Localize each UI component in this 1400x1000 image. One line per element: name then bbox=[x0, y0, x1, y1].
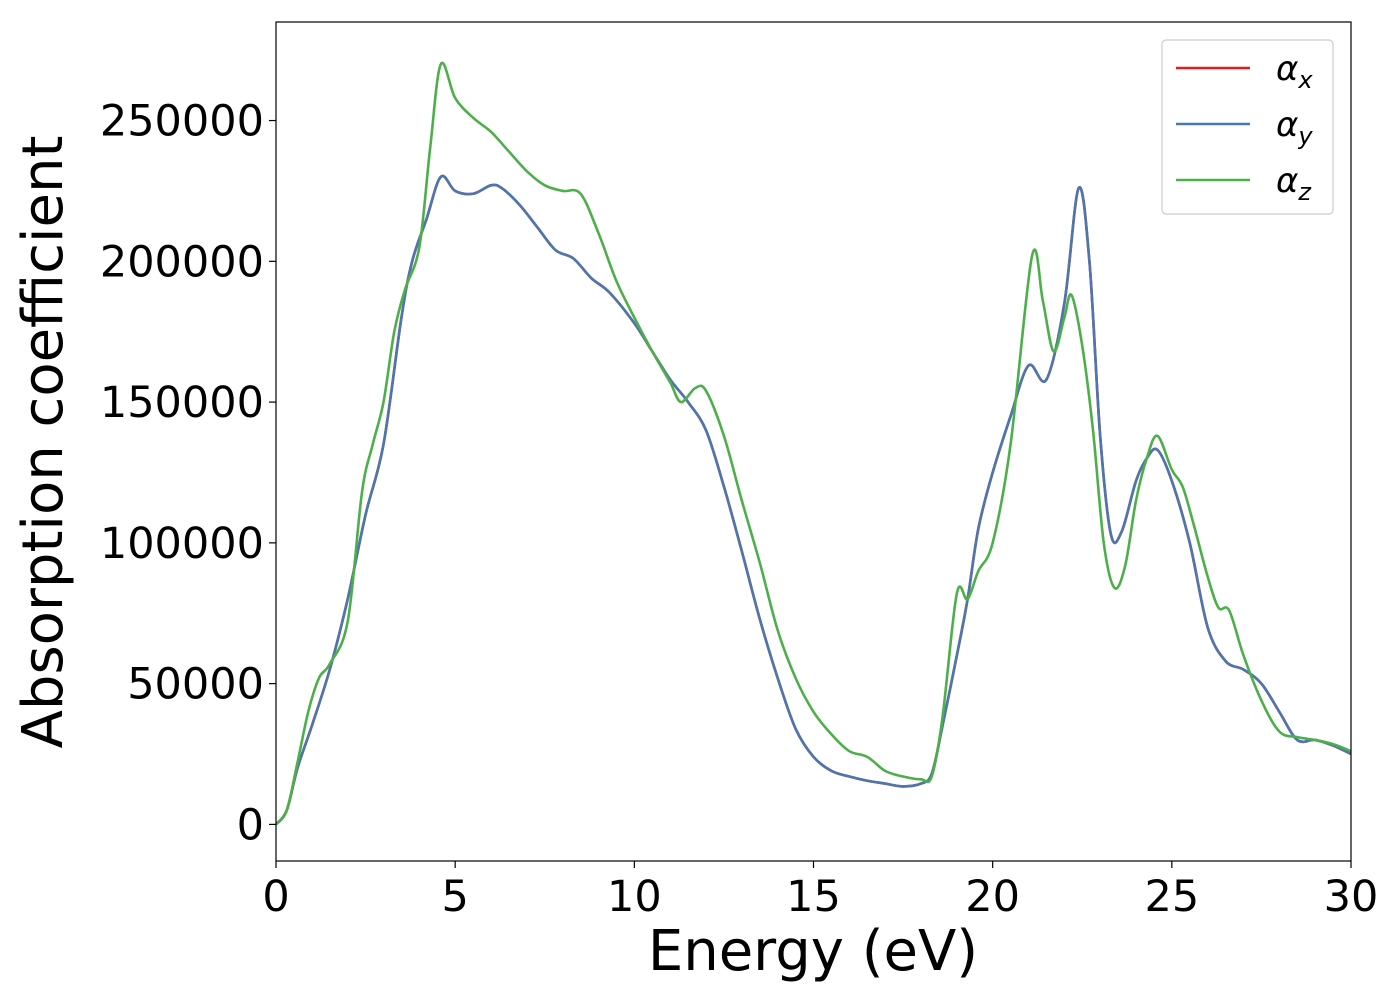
y-tick-label: 100000 bbox=[100, 519, 264, 569]
y-tick-label: 250000 bbox=[100, 97, 264, 147]
x-axis-title: Energy (eV) bbox=[648, 919, 978, 984]
series-layer bbox=[276, 61, 1351, 826]
x-tick-label: 20 bbox=[965, 872, 1020, 922]
series-line-y bbox=[276, 174, 1351, 826]
y-axis-title: Absorption coefficient bbox=[11, 136, 76, 749]
legend-box bbox=[1161, 39, 1334, 215]
series-line-z bbox=[276, 61, 1351, 826]
ticks-layer: 0 5 10 15 20 25 30 0 50000 100000 150000 200000 2500… bbox=[100, 97, 1379, 922]
x-tick-label: 10 bbox=[607, 872, 662, 922]
x-tick-label: 0 bbox=[262, 872, 289, 922]
y-tick-label: 0 bbox=[237, 800, 264, 850]
y-tick-label: 200000 bbox=[100, 237, 264, 287]
x-tick-label: 15 bbox=[786, 872, 841, 922]
x-tick-label: 25 bbox=[1144, 872, 1199, 922]
x-tick-label: 5 bbox=[441, 872, 468, 922]
y-tick-label: 150000 bbox=[100, 378, 264, 428]
y-tick-label: 50000 bbox=[127, 660, 264, 710]
x-tick-label: 30 bbox=[1324, 872, 1379, 922]
